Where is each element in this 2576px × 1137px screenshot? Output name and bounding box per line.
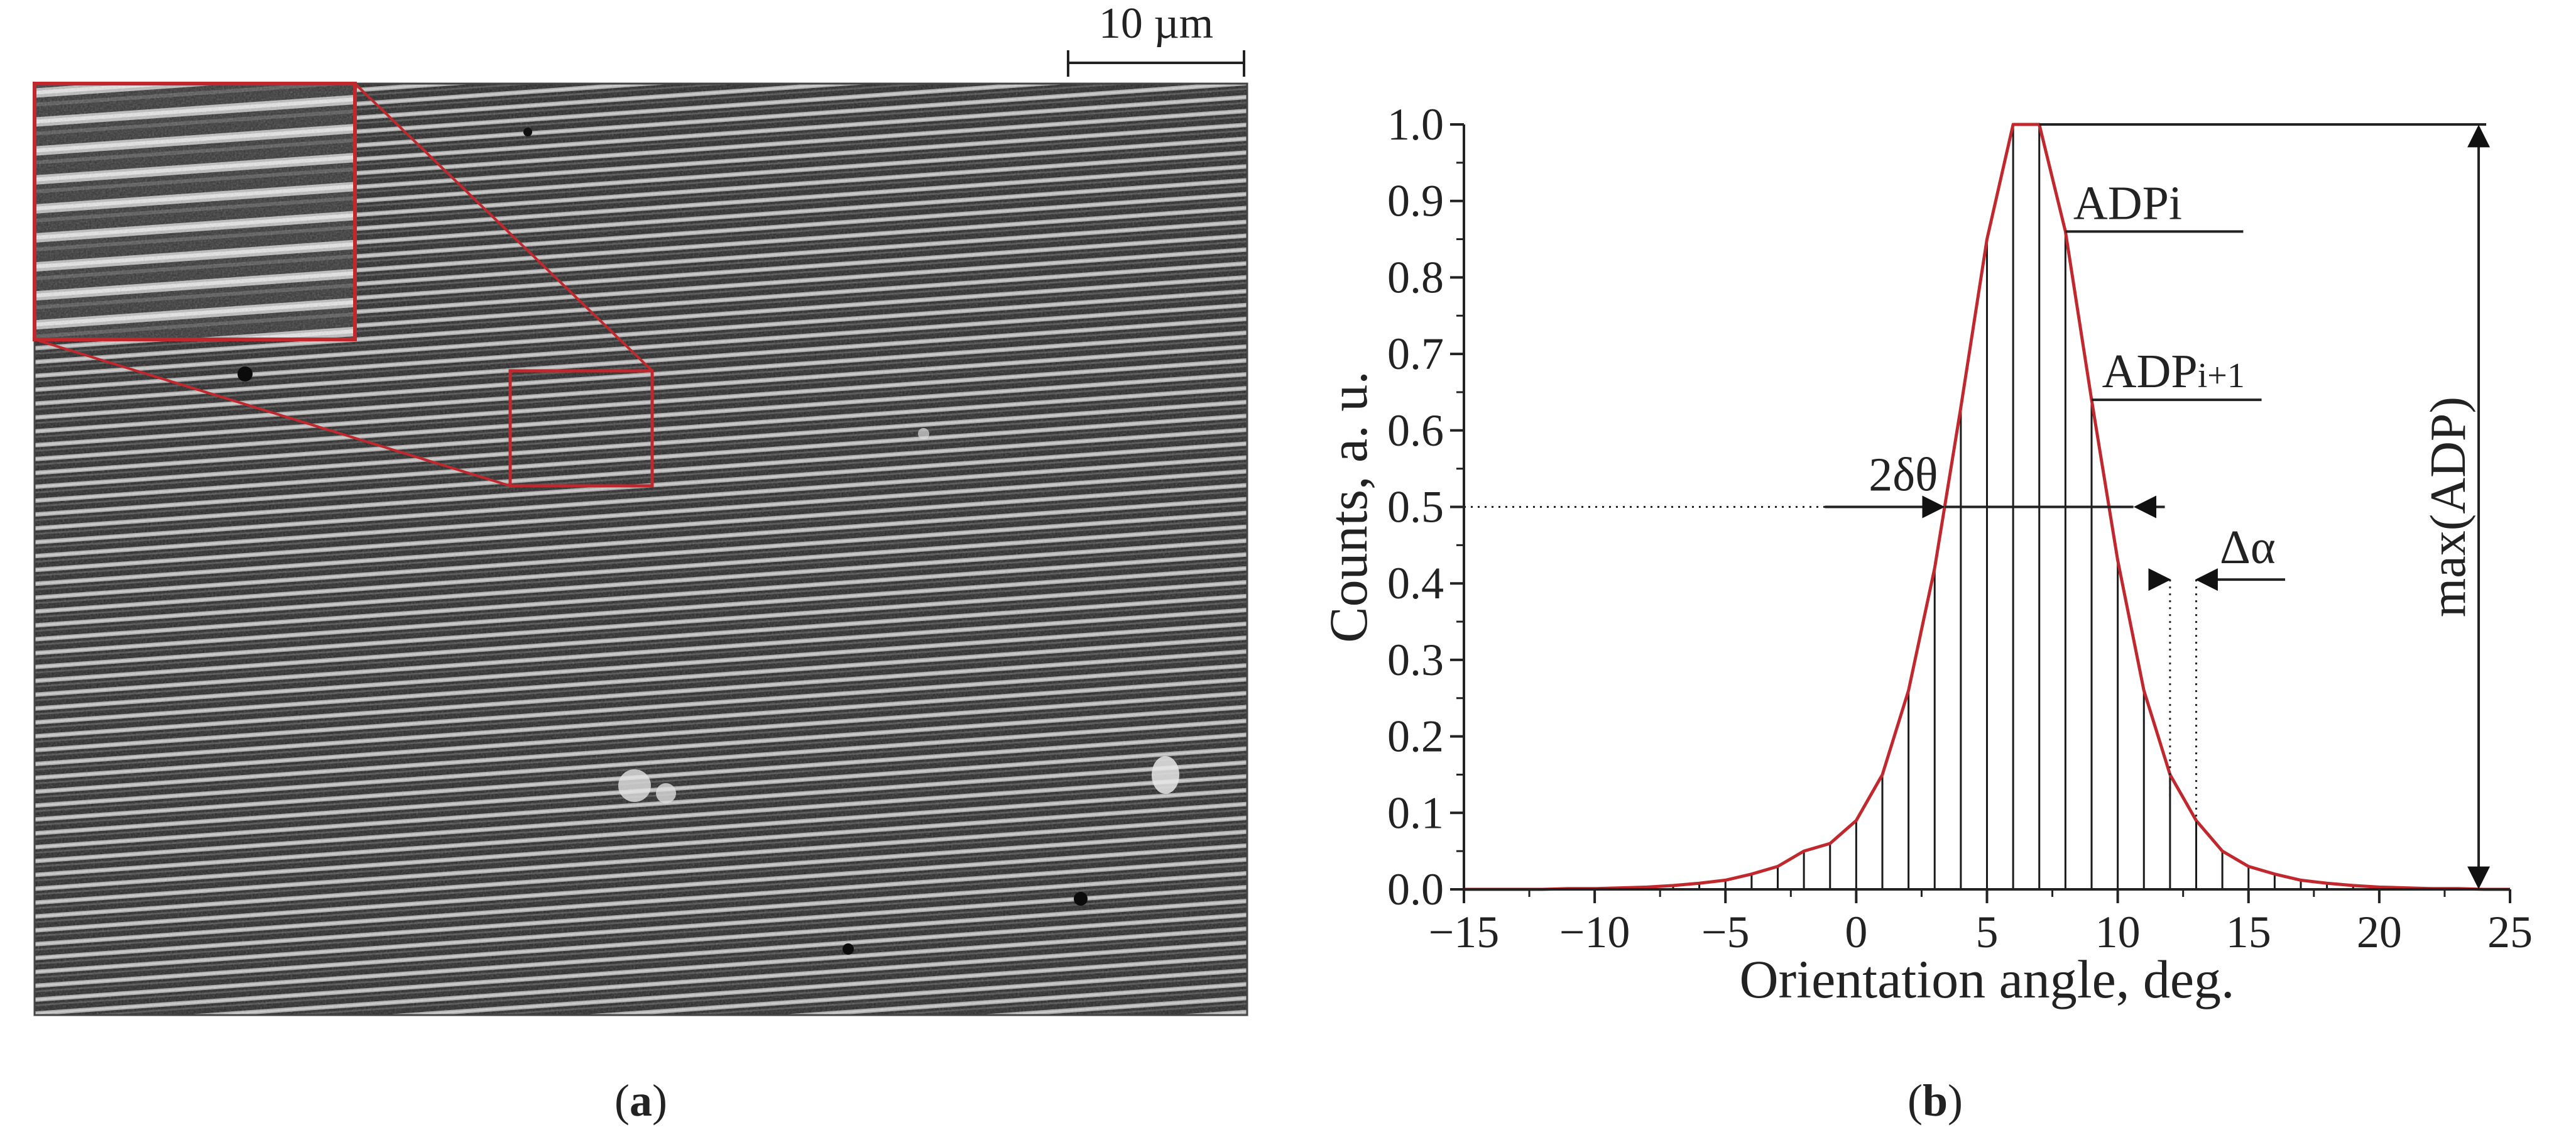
y-tick-label: 0.5 (1387, 482, 1444, 532)
y-tick-label: 1.0 (1387, 99, 1444, 150)
x-ticks: −15 −10 −5 0 5 10 15 20 25 (1429, 889, 2533, 957)
y-tick-label: 0.8 (1387, 252, 1444, 302)
caption-a: (a) (614, 1075, 667, 1126)
y-tick-label: 0.2 (1387, 711, 1444, 762)
annotations: ADPi ADPi+1 2δθ Δα max(ADP) (1464, 123, 2491, 889)
x-tick-label: 20 (2357, 907, 2402, 957)
y-tick-label: 0.4 (1387, 558, 1444, 608)
histogram-bars (1672, 124, 2354, 889)
x-tick-label: 15 (2226, 907, 2271, 957)
y-tick-label: 0.9 (1387, 176, 1444, 226)
y-tick-label: 0.6 (1387, 405, 1444, 456)
y-tick-label: 0.7 (1387, 329, 1444, 379)
annotation-adp-i1: ADPi+1 (2102, 345, 2245, 398)
x-tick-label: 0 (1845, 907, 1867, 957)
x-tick-label: −15 (1429, 907, 1500, 957)
scale-bar-label: 10 µm (1099, 0, 1213, 48)
x-tick-label: 25 (2487, 907, 2533, 957)
zoom-inset (33, 82, 654, 488)
annotation-adp-i: ADPi (2073, 177, 2182, 229)
x-tick-label: −5 (1701, 907, 1750, 957)
x-axis-title: Orientation angle, deg. (1739, 949, 2234, 1009)
y-ticks: 0.0 0.1 0.2 0.3 0.4 0.5 0.6 0.7 0.8 0.9 1.0 (1387, 99, 1464, 915)
scale-bar: 10 µm (1067, 0, 1245, 77)
annotation-fwhm: 2δθ (1869, 449, 1938, 502)
annotation-max-adp: max(ADP) (2421, 397, 2476, 617)
y-tick-label: 0.1 (1387, 788, 1444, 838)
caption-b: (b) (1907, 1075, 1963, 1126)
y-tick-label: 0.3 (1387, 635, 1444, 685)
annotation-bin-width: Δα (2220, 521, 2276, 574)
chart: −15 −10 −5 0 5 10 15 20 25 0.0 0.1 0.2 0.3 0.4 0.5 0.6… (1318, 99, 2533, 1009)
panel-b: −15 −10 −5 0 5 10 15 20 25 0.0 0.1 0.2 0.3 0.4 0.5 0.6… (1318, 99, 2533, 1126)
y-axis-title: Counts, a. u. (1318, 371, 1378, 642)
zoom-region-box (508, 369, 654, 488)
x-tick-label: 10 (2095, 907, 2141, 957)
y-tick-label: 0.0 (1387, 864, 1444, 915)
x-tick-label: −10 (1559, 907, 1630, 957)
panel-a: 10 µm (a) (33, 0, 1248, 1126)
x-tick-label: 5 (1976, 907, 1999, 957)
distribution-curve (1464, 123, 2510, 891)
